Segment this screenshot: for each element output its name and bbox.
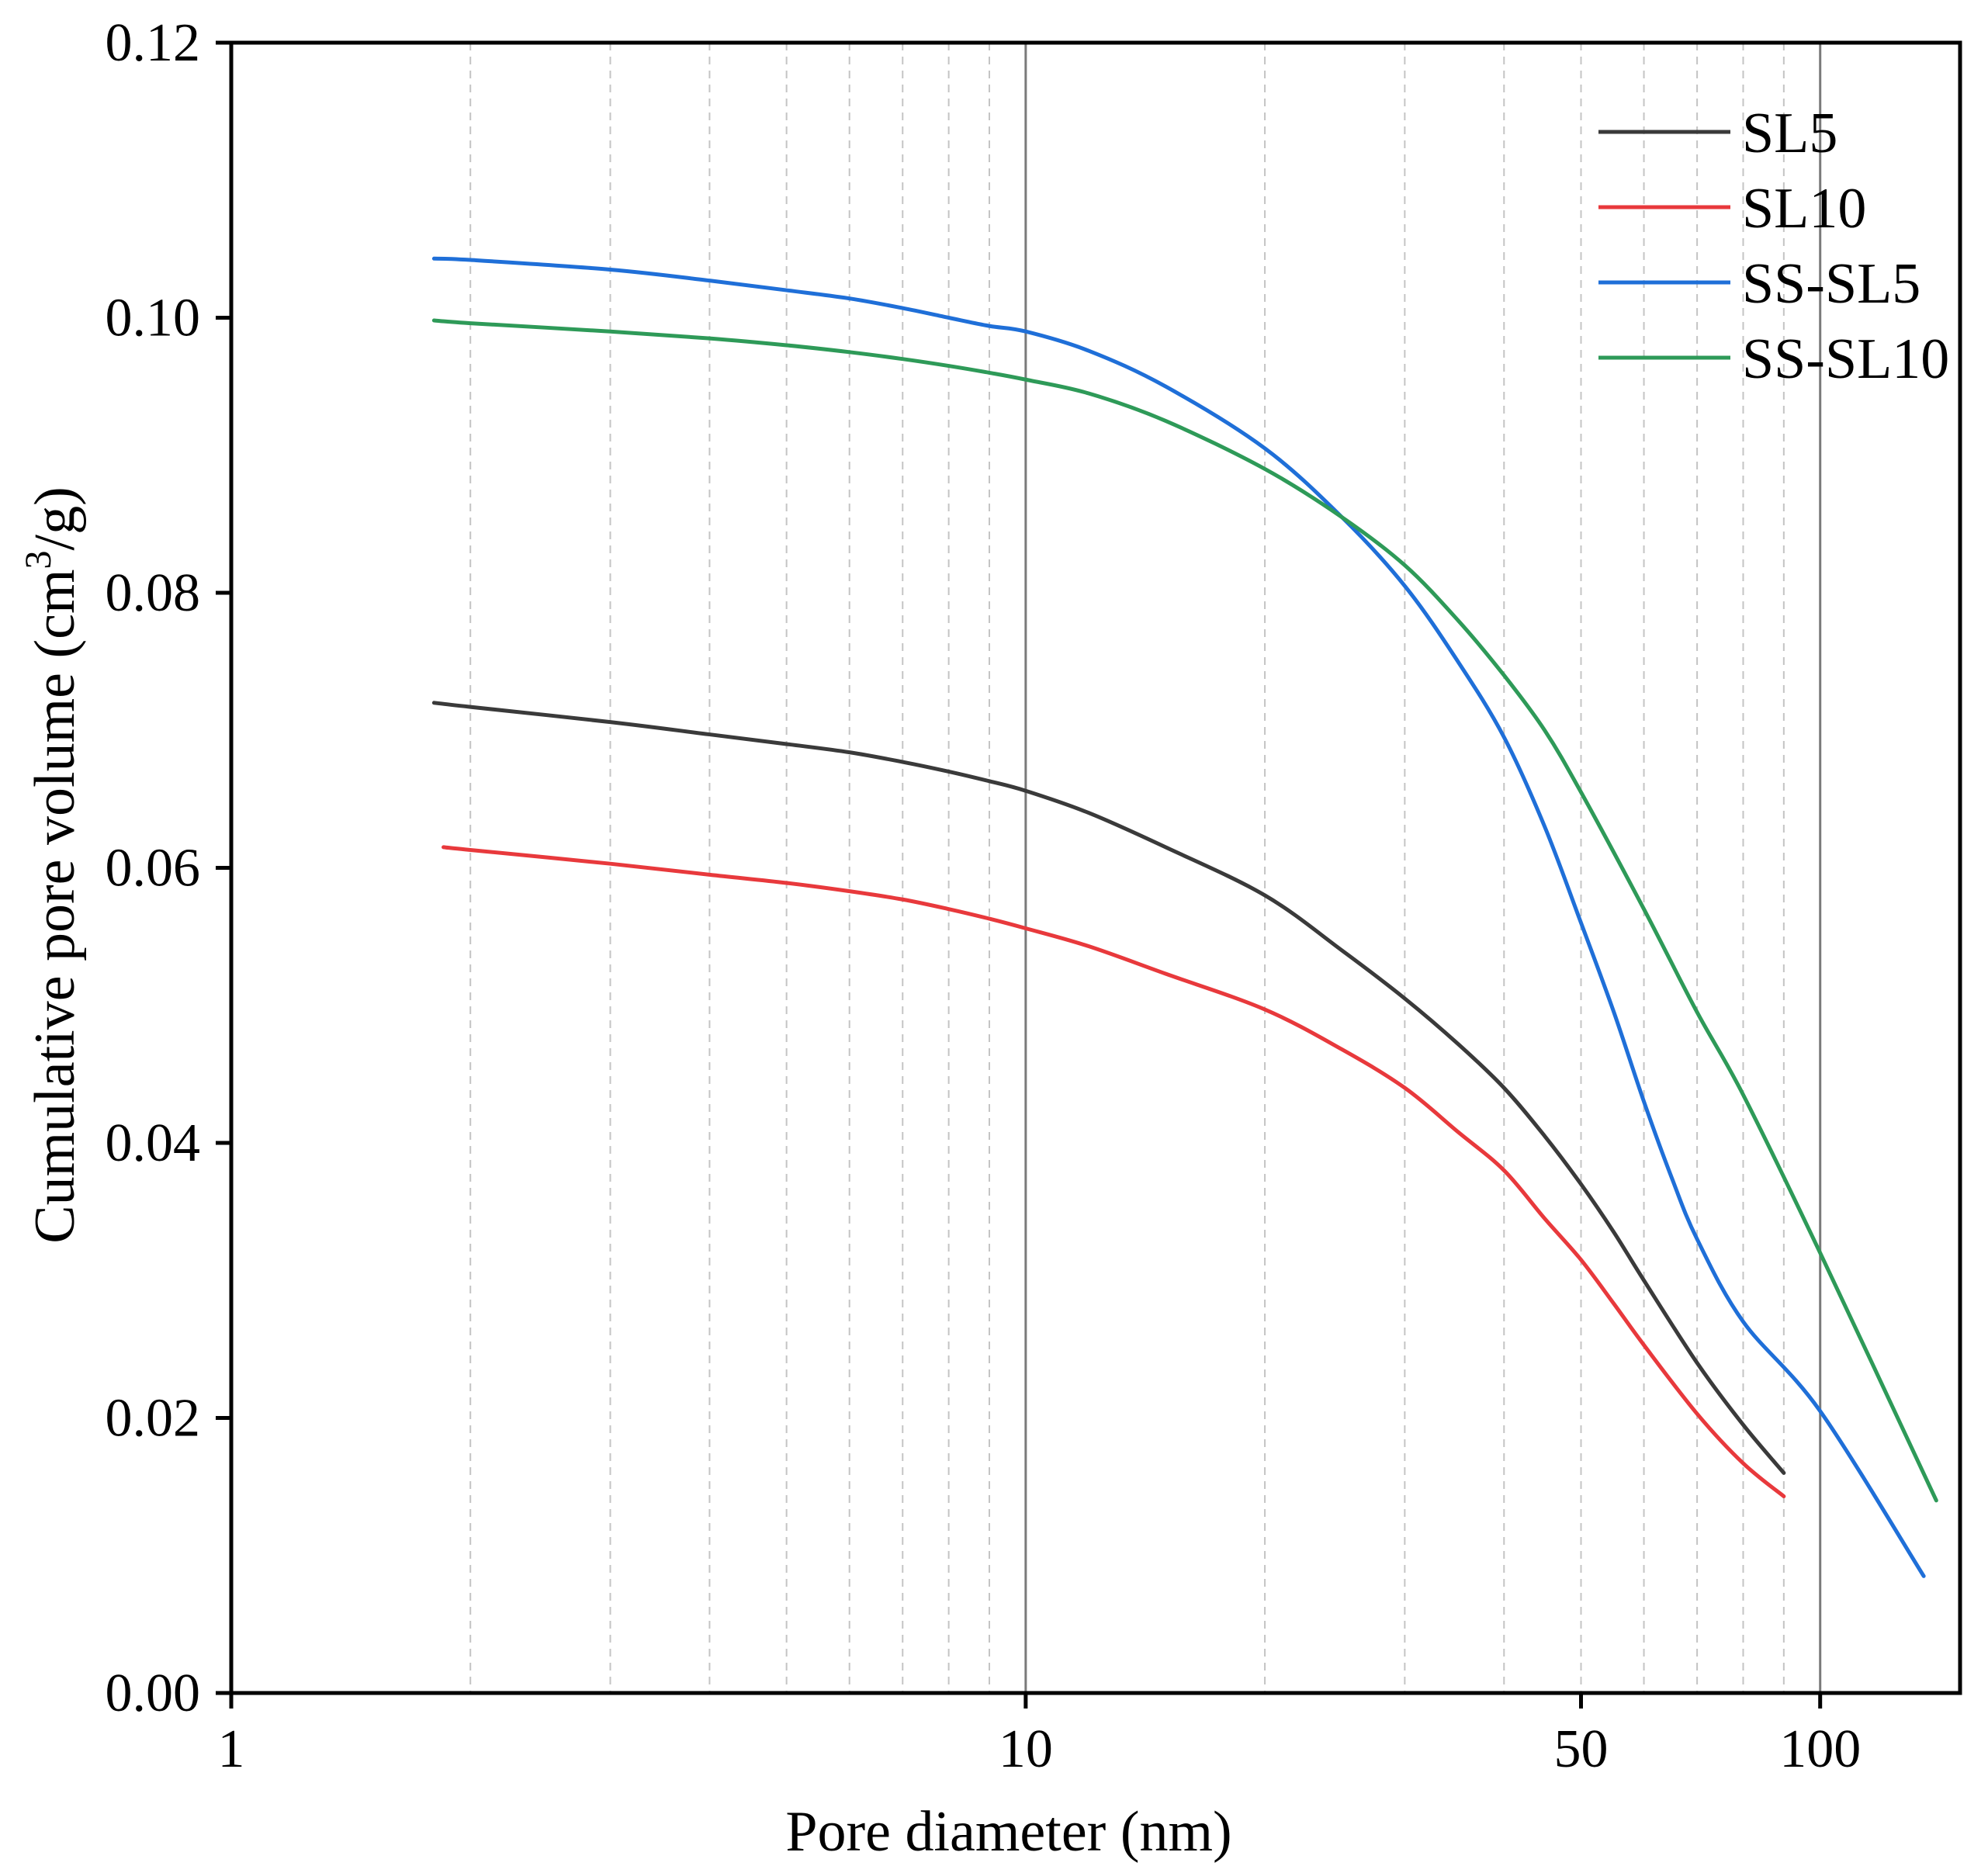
legend-label-ss-sl10: SS-SL10: [1742, 327, 1949, 391]
x-axis-ticks: 1 10 50 100: [218, 1693, 1861, 1779]
x-axis-title: Pore diameter (nm): [785, 1800, 1231, 1864]
y-axis-title-superscript: 3: [18, 550, 59, 569]
series-line-ss-sl10: [431, 318, 1938, 1503]
y-tick-label: 0.10: [106, 289, 201, 348]
legend-label-ss-sl5: SS-SL5: [1742, 252, 1920, 316]
y-axis-title-main: Cumulative pore volume (cm: [23, 569, 87, 1243]
legend-label-sl5: SL5: [1742, 102, 1837, 165]
series-line-sl5: [431, 701, 1786, 1475]
series-lines: [431, 256, 1938, 1578]
y-axis-title: Cumulative pore volume (cm3/g): [18, 486, 87, 1244]
y-tick-label: 0.08: [106, 563, 201, 623]
minor-gridlines: [469, 43, 1785, 1693]
y-tick-label: 0.00: [106, 1664, 201, 1723]
legend-label-sl10: SL10: [1742, 177, 1866, 241]
y-tick-label: 0.02: [106, 1389, 201, 1449]
x-tick-label: 100: [1779, 1719, 1861, 1779]
x-tick-label: 1: [218, 1719, 245, 1779]
x-tick-label: 50: [1553, 1719, 1608, 1779]
y-axis-ticks: 0.00 0.02 0.04 0.06 0.08 0.10 0.12: [106, 13, 231, 1723]
series-line-sl10: [442, 845, 1786, 1499]
legend: SL5 SL10 SS-SL5 SS-SL10: [1598, 102, 1949, 391]
y-tick-label: 0.06: [106, 839, 201, 898]
y-tick-label: 0.04: [106, 1113, 201, 1173]
x-tick-label: 10: [999, 1719, 1053, 1779]
series-line-ss-sl5: [431, 256, 1926, 1578]
y-axis-title-end: /g): [23, 486, 87, 550]
major-gridlines: [1024, 43, 1822, 1693]
y-tick-label: 0.12: [106, 13, 201, 73]
